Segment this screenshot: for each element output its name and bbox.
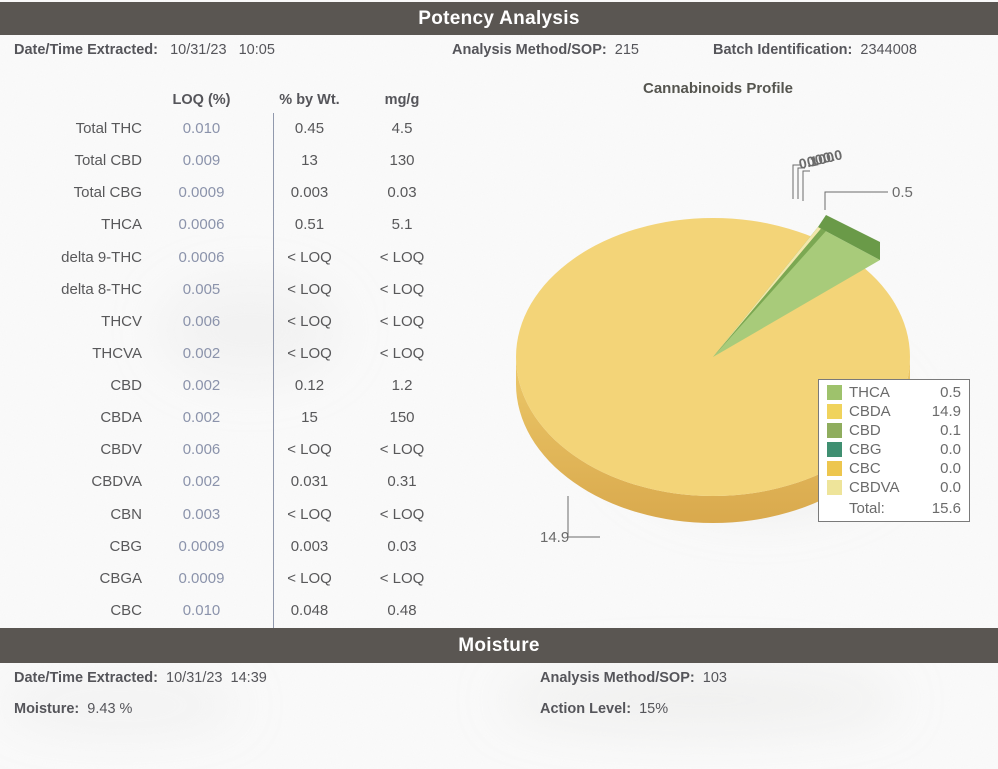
svg-text:14.9: 14.9: [540, 529, 569, 546]
svg-text:0.0: 0.0: [821, 146, 844, 166]
svg-text:0.5: 0.5: [892, 184, 913, 201]
